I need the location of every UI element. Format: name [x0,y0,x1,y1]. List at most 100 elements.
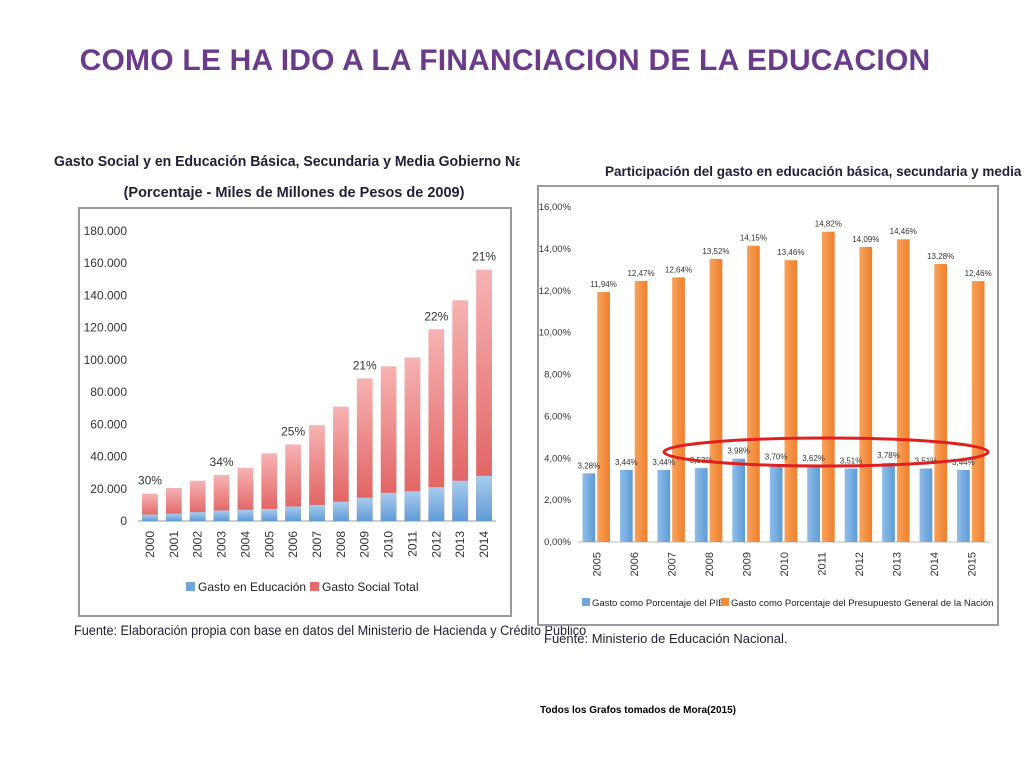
left-x-tick-label: 2011 [405,531,419,557]
slide-title: COMO LE HA IDO A LA FINANCIACION DE LA E… [79,44,931,77]
right-x-tick-label: 2006 [629,552,641,576]
left-bar-gasto-social-total [213,475,230,521]
left-bar-gasto-social-total [142,493,158,521]
right-y-tick-label: 0,00% [544,537,571,548]
right-data-label-pib: 3,70% [765,453,788,462]
right-data-label-presupuesto: 13,28% [927,252,954,261]
left-y-tick-label: 140.000 [84,288,128,302]
right-data-label-presupuesto: 12,46% [965,269,992,278]
left-bar-gasto-social-total [452,300,469,521]
left-chart-source: Fuente: Elaboración propia con base en d… [74,623,587,638]
right-bar-pib [769,464,783,542]
right-x-tick-label: 2010 [779,552,791,576]
left-bar-gasto-educacion [237,509,254,521]
right-data-label-pib: 3,51% [840,457,863,466]
left-bar-gasto-social-total [356,378,373,521]
right-data-label-presupuesto: 14,82% [815,220,842,229]
right-y-tick-label: 8,00% [544,370,571,381]
left-bar-gasto-educacion [380,492,397,521]
right-x-tick-label: 2005 [592,552,604,576]
right-bar-presupuesto [859,246,873,542]
right-bar-presupuesto [821,231,835,543]
left-bar-gasto-social-total [428,329,445,521]
left-bar-gasto-educacion [189,512,206,521]
right-data-label-pib: 3,44% [615,458,638,467]
right-x-tick-label: 2014 [929,552,941,576]
left-legend-swatch-educacion [186,582,195,591]
right-data-label-presupuesto: 12,47% [627,269,654,278]
right-data-label-presupuesto: 14,09% [852,235,879,244]
left-bar-gasto-educacion [165,513,182,521]
left-bar-gasto-educacion [428,487,445,521]
right-y-tick-label: 16,00% [539,202,572,213]
right-x-tick-label: 2013 [891,552,903,576]
left-bar-gasto-social-total [404,357,421,521]
left-share-annotation: 22% [424,309,448,323]
left-x-tick-label: 2000 [143,531,157,558]
left-bar-gasto-social-total [165,487,182,521]
right-x-tick-label: 2008 [704,552,716,576]
left-bar-gasto-educacion [404,491,421,521]
right-x-tick-label: 2012 [854,552,866,576]
right-legend-label-pib: Gasto como Porcentaje del PIB [592,598,725,609]
right-chart-source: Fuente: Ministerio de Educación Nacional… [544,631,788,646]
left-share-annotation: 34% [210,455,234,469]
right-y-tick-label: 6,00% [544,411,571,422]
right-y-tick-label: 10,00% [539,328,572,339]
right-bar-presupuesto [934,263,948,542]
right-data-label-pib: 3,28% [578,461,601,470]
right-bar-presupuesto [709,258,723,542]
left-x-tick-label: 2012 [429,531,443,558]
left-bar-gasto-social-total [476,269,492,521]
right-bar-pib [694,468,708,542]
right-data-label-presupuesto: 11,94% [590,280,617,289]
right-bar-pib [919,468,933,542]
right-data-label-pib: 3,98% [727,447,750,456]
right-legend-label-presupuesto: Gasto como Porcentaje del Presupuesto Ge… [731,598,993,609]
left-bar-gasto-educacion [285,506,302,521]
left-share-annotation: 21% [353,358,377,372]
right-bar-presupuesto [747,245,760,542]
right-data-label-presupuesto: 14,15% [740,234,767,243]
left-chart-title: Gasto Social y en Educación Básica, Secu… [54,154,520,170]
right-data-label-pib: 3,78% [877,451,900,460]
left-y-tick-label: 120.000 [84,321,128,335]
right-bar-pib [957,469,970,542]
left-x-tick-label: 2001 [167,531,181,558]
right-bar-pib [732,458,746,542]
right-chart-title: Participación del gasto en educación bás… [605,164,1022,179]
left-bar-gasto-social-total [261,453,278,521]
left-bar-gasto-educacion [356,497,373,521]
right-legend-swatch-presupuesto [721,598,729,606]
left-y-tick-label: 100.000 [84,353,128,367]
left-bar-gasto-educacion [332,501,349,521]
left-bar-gasto-social-total [237,467,254,521]
right-bar-presupuesto [672,277,685,542]
right-data-label-presupuesto: 13,52% [702,247,729,256]
right-bar-presupuesto [784,260,798,542]
left-y-tick-label: 0 [120,514,127,528]
right-chart-frame [537,185,999,626]
left-bar-gasto-social-total [380,366,397,521]
left-share-annotation: 25% [281,424,305,438]
left-legend-label-educacion: Gasto en Educación [198,580,306,594]
left-legend-label-social: Gasto Social Total [322,580,419,594]
right-bar-presupuesto [634,280,648,542]
right-bar-pib [844,468,858,542]
left-bar-gasto-educacion [476,475,492,521]
left-bar-gasto-educacion [213,510,230,521]
right-data-label-pib: 3,51% [915,457,938,466]
right-data-label-presupuesto: 13,46% [777,248,804,257]
left-y-tick-label: 40.000 [90,450,127,464]
left-x-tick-label: 2007 [310,531,324,558]
right-bar-pib [882,462,895,542]
left-x-tick-label: 2004 [238,531,252,558]
highlight-ellipse [662,436,990,468]
right-bar-presupuesto [597,292,610,542]
right-bar-presupuesto [971,281,985,542]
right-data-label-pib: 3,62% [802,454,825,463]
left-bar-gasto-educacion [261,508,278,521]
left-y-tick-label: 180.000 [84,224,128,238]
right-data-label-presupuesto: 14,46% [890,227,917,236]
